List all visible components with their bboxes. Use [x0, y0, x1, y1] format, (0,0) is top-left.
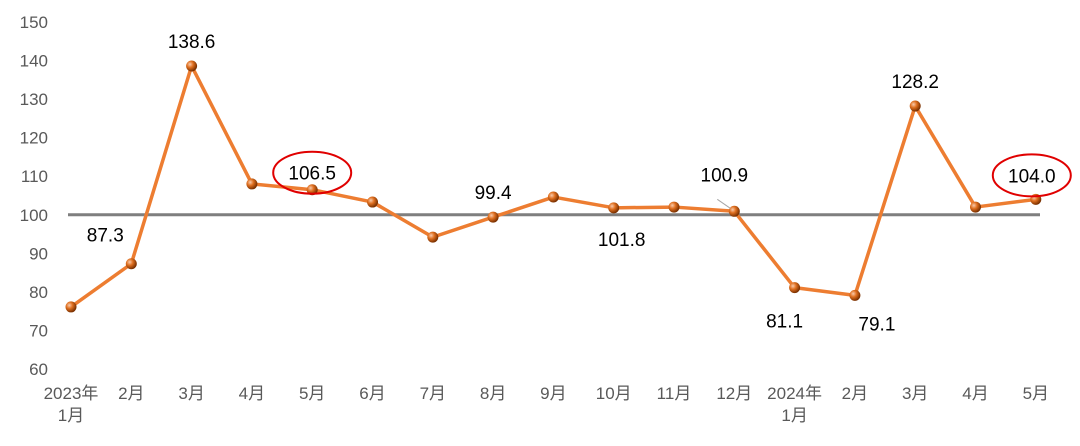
data-label: 106.5	[288, 164, 336, 185]
x-tick-label: 5月	[1023, 384, 1049, 403]
data-label: 79.1	[858, 314, 895, 335]
data-point	[487, 211, 499, 223]
data-label: 138.6	[168, 32, 216, 53]
data-point	[306, 184, 318, 196]
x-tick-label: 4月	[962, 384, 988, 403]
data-point	[728, 205, 740, 217]
data-point	[970, 201, 981, 213]
x-tick-label: 3月	[902, 384, 928, 403]
data-point	[65, 301, 77, 313]
data-point	[427, 231, 439, 243]
x-tick-label: 5月	[299, 384, 325, 403]
data-point	[186, 60, 198, 72]
y-tick-label: 70	[29, 321, 48, 340]
x-tick-label: 1月	[58, 406, 84, 425]
x-tick-label: 8月	[480, 384, 506, 403]
y-tick-label: 60	[29, 360, 48, 379]
y-tick-label: 150	[20, 13, 48, 32]
data-point	[789, 282, 801, 294]
data-point	[125, 258, 137, 270]
data-point	[246, 178, 258, 190]
x-tick-label: 2月	[118, 384, 144, 403]
x-tick-label: 6月	[359, 384, 385, 403]
data-point	[668, 201, 680, 213]
y-tick-label: 110	[21, 167, 48, 186]
x-tick-label: 4月	[239, 384, 265, 403]
highlight-circle	[272, 150, 353, 195]
highlight-circle	[991, 153, 1072, 198]
y-tick-label: 140	[20, 52, 48, 71]
data-label: 87.3	[87, 226, 124, 247]
x-tick-label: 2月	[842, 384, 868, 403]
x-tick-label: 12月	[716, 384, 752, 403]
data-point	[547, 191, 559, 203]
data-point	[608, 202, 620, 214]
data-point	[849, 289, 861, 301]
x-tick-label: 2023年	[44, 384, 99, 403]
x-tick-label: 11月	[657, 384, 692, 403]
y-tick-label: 130	[20, 90, 48, 109]
x-tick-label: 9月	[540, 384, 566, 403]
x-tick-label: 2024年	[767, 384, 822, 403]
data-label-leader	[717, 198, 731, 209]
data-point	[909, 100, 921, 112]
x-tick-label: 7月	[420, 384, 446, 403]
x-tick-label: 1月	[781, 406, 807, 425]
data-point	[367, 196, 378, 208]
data-label: 81.1	[766, 312, 803, 333]
y-tick-label: 120	[20, 129, 48, 148]
x-tick-label: 3月	[178, 384, 204, 403]
data-label: 100.9	[701, 165, 749, 186]
y-tick-label: 100	[20, 206, 48, 225]
series-line	[69, 64, 1037, 309]
data-label: 99.4	[475, 183, 512, 204]
data-label: 101.8	[598, 230, 646, 251]
y-tick-label: 80	[29, 283, 48, 302]
x-tick-label: 10月	[596, 384, 632, 403]
y-tick-label: 90	[29, 244, 48, 263]
data-label: 128.2	[891, 72, 939, 93]
data-label: 104.0	[1008, 166, 1056, 187]
